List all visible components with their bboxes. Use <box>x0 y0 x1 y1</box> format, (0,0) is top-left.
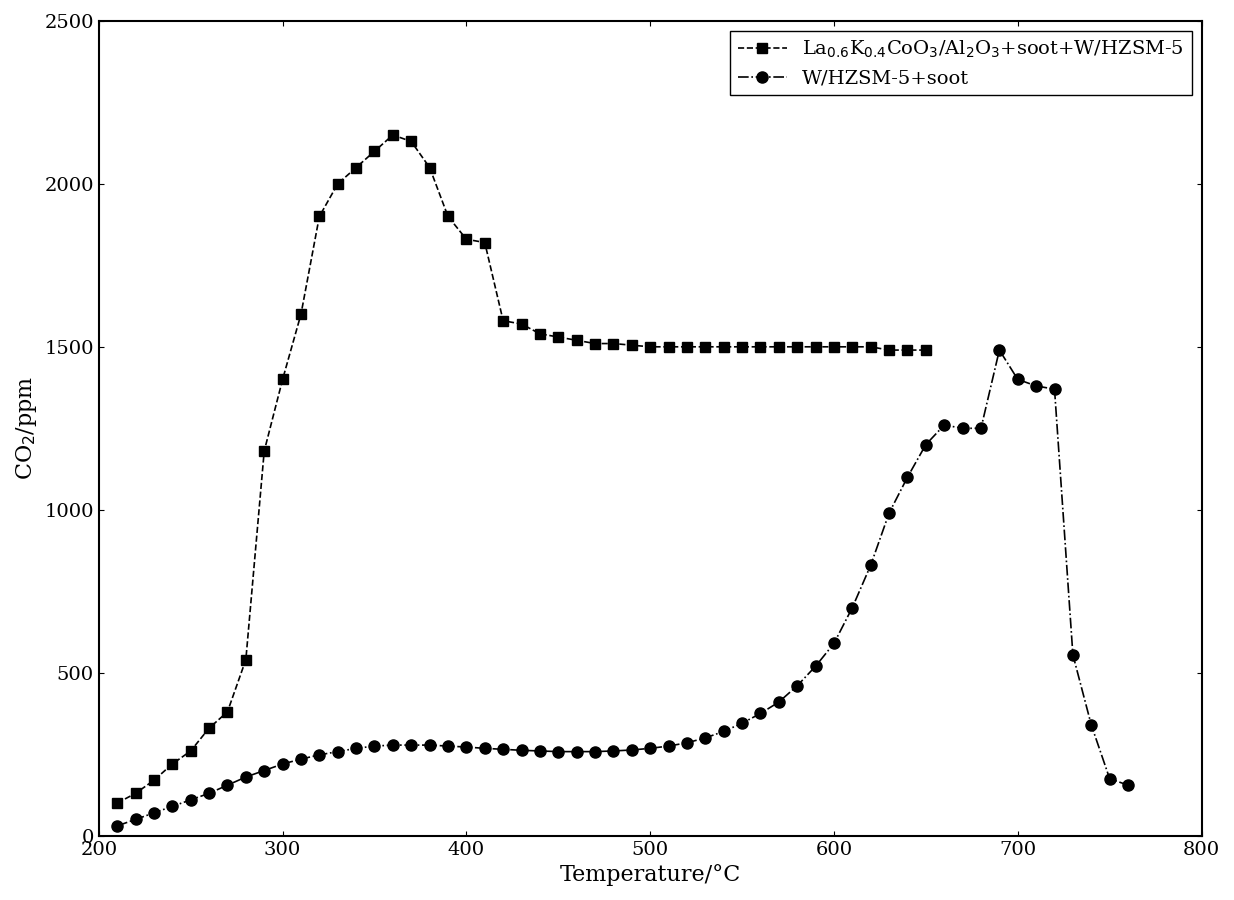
La$_{0.6}$K$_{0.4}$CoO$_3$/Al$_2$O$_3$+soot+W/HZSM-5 <box>422 162 437 173</box>
La$_{0.6}$K$_{0.4}$CoO$_3$/Al$_2$O$_3$+soot+W/HZSM-5 <box>238 654 253 665</box>
La$_{0.6}$K$_{0.4}$CoO$_3$/Al$_2$O$_3$+soot+W/HZSM-5 <box>680 341 695 352</box>
Legend: La$_{0.6}$K$_{0.4}$CoO$_3$/Al$_2$O$_3$+soot+W/HZSM-5, W/HZSM-5+soot: La$_{0.6}$K$_{0.4}$CoO$_3$/Al$_2$O$_3$+s… <box>731 31 1192 95</box>
La$_{0.6}$K$_{0.4}$CoO$_3$/Al$_2$O$_3$+soot+W/HZSM-5 <box>790 341 805 352</box>
W/HZSM-5+soot <box>110 821 125 832</box>
La$_{0.6}$K$_{0.4}$CoO$_3$/Al$_2$O$_3$+soot+W/HZSM-5 <box>827 341 842 352</box>
La$_{0.6}$K$_{0.4}$CoO$_3$/Al$_2$O$_3$+soot+W/HZSM-5 <box>643 341 658 352</box>
La$_{0.6}$K$_{0.4}$CoO$_3$/Al$_2$O$_3$+soot+W/HZSM-5 <box>366 146 381 157</box>
X-axis label: Temperature/°C: Temperature/°C <box>559 864 740 886</box>
La$_{0.6}$K$_{0.4}$CoO$_3$/Al$_2$O$_3$+soot+W/HZSM-5 <box>220 706 234 717</box>
W/HZSM-5+soot <box>680 737 695 748</box>
W/HZSM-5+soot <box>128 814 143 824</box>
La$_{0.6}$K$_{0.4}$CoO$_3$/Al$_2$O$_3$+soot+W/HZSM-5 <box>606 338 621 349</box>
La$_{0.6}$K$_{0.4}$CoO$_3$/Al$_2$O$_3$+soot+W/HZSM-5 <box>734 341 749 352</box>
La$_{0.6}$K$_{0.4}$CoO$_3$/Al$_2$O$_3$+soot+W/HZSM-5 <box>900 345 914 356</box>
La$_{0.6}$K$_{0.4}$CoO$_3$/Al$_2$O$_3$+soot+W/HZSM-5 <box>201 723 216 734</box>
La$_{0.6}$K$_{0.4}$CoO$_3$/Al$_2$O$_3$+soot+W/HZSM-5 <box>165 759 180 769</box>
La$_{0.6}$K$_{0.4}$CoO$_3$/Al$_2$O$_3$+soot+W/HZSM-5 <box>698 341 713 352</box>
La$_{0.6}$K$_{0.4}$CoO$_3$/Al$_2$O$_3$+soot+W/HZSM-5 <box>257 446 271 456</box>
La$_{0.6}$K$_{0.4}$CoO$_3$/Al$_2$O$_3$+soot+W/HZSM-5 <box>147 775 162 786</box>
La$_{0.6}$K$_{0.4}$CoO$_3$/Al$_2$O$_3$+soot+W/HZSM-5 <box>624 340 639 351</box>
La$_{0.6}$K$_{0.4}$CoO$_3$/Al$_2$O$_3$+soot+W/HZSM-5 <box>550 331 565 342</box>
W/HZSM-5+soot <box>992 345 1007 356</box>
La$_{0.6}$K$_{0.4}$CoO$_3$/Al$_2$O$_3$+soot+W/HZSM-5 <box>771 341 786 352</box>
W/HZSM-5+soot <box>734 718 749 729</box>
La$_{0.6}$K$_{0.4}$CoO$_3$/Al$_2$O$_3$+soot+W/HZSM-5 <box>533 328 548 339</box>
Line: W/HZSM-5+soot: W/HZSM-5+soot <box>111 345 1134 832</box>
La$_{0.6}$K$_{0.4}$CoO$_3$/Al$_2$O$_3$+soot+W/HZSM-5 <box>459 234 474 245</box>
La$_{0.6}$K$_{0.4}$CoO$_3$/Al$_2$O$_3$+soot+W/HZSM-5 <box>515 319 529 329</box>
W/HZSM-5+soot <box>478 742 492 753</box>
La$_{0.6}$K$_{0.4}$CoO$_3$/Al$_2$O$_3$+soot+W/HZSM-5 <box>441 211 455 221</box>
La$_{0.6}$K$_{0.4}$CoO$_3$/Al$_2$O$_3$+soot+W/HZSM-5 <box>331 178 346 189</box>
La$_{0.6}$K$_{0.4}$CoO$_3$/Al$_2$O$_3$+soot+W/HZSM-5 <box>385 130 400 140</box>
La$_{0.6}$K$_{0.4}$CoO$_3$/Al$_2$O$_3$+soot+W/HZSM-5 <box>882 345 897 356</box>
La$_{0.6}$K$_{0.4}$CoO$_3$/Al$_2$O$_3$+soot+W/HZSM-5 <box>312 211 327 221</box>
Line: La$_{0.6}$K$_{0.4}$CoO$_3$/Al$_2$O$_3$+soot+W/HZSM-5: La$_{0.6}$K$_{0.4}$CoO$_3$/Al$_2$O$_3$+s… <box>112 130 930 808</box>
La$_{0.6}$K$_{0.4}$CoO$_3$/Al$_2$O$_3$+soot+W/HZSM-5 <box>808 341 823 352</box>
La$_{0.6}$K$_{0.4}$CoO$_3$/Al$_2$O$_3$+soot+W/HZSM-5 <box>864 341 879 352</box>
La$_{0.6}$K$_{0.4}$CoO$_3$/Al$_2$O$_3$+soot+W/HZSM-5 <box>294 309 308 320</box>
W/HZSM-5+soot <box>771 697 786 707</box>
La$_{0.6}$K$_{0.4}$CoO$_3$/Al$_2$O$_3$+soot+W/HZSM-5 <box>753 341 768 352</box>
La$_{0.6}$K$_{0.4}$CoO$_3$/Al$_2$O$_3$+soot+W/HZSM-5 <box>661 341 676 352</box>
La$_{0.6}$K$_{0.4}$CoO$_3$/Al$_2$O$_3$+soot+W/HZSM-5 <box>918 345 933 356</box>
La$_{0.6}$K$_{0.4}$CoO$_3$/Al$_2$O$_3$+soot+W/HZSM-5 <box>404 136 418 147</box>
La$_{0.6}$K$_{0.4}$CoO$_3$/Al$_2$O$_3$+soot+W/HZSM-5 <box>184 745 199 756</box>
La$_{0.6}$K$_{0.4}$CoO$_3$/Al$_2$O$_3$+soot+W/HZSM-5 <box>349 162 364 173</box>
La$_{0.6}$K$_{0.4}$CoO$_3$/Al$_2$O$_3$+soot+W/HZSM-5 <box>275 374 290 385</box>
La$_{0.6}$K$_{0.4}$CoO$_3$/Al$_2$O$_3$+soot+W/HZSM-5 <box>716 341 731 352</box>
La$_{0.6}$K$_{0.4}$CoO$_3$/Al$_2$O$_3$+soot+W/HZSM-5 <box>128 788 143 798</box>
W/HZSM-5+soot <box>882 508 897 518</box>
La$_{0.6}$K$_{0.4}$CoO$_3$/Al$_2$O$_3$+soot+W/HZSM-5 <box>569 335 584 346</box>
La$_{0.6}$K$_{0.4}$CoO$_3$/Al$_2$O$_3$+soot+W/HZSM-5 <box>496 315 511 326</box>
W/HZSM-5+soot <box>1120 779 1135 790</box>
Y-axis label: CO$_2$/ppm: CO$_2$/ppm <box>14 376 39 481</box>
La$_{0.6}$K$_{0.4}$CoO$_3$/Al$_2$O$_3$+soot+W/HZSM-5 <box>478 237 492 248</box>
La$_{0.6}$K$_{0.4}$CoO$_3$/Al$_2$O$_3$+soot+W/HZSM-5 <box>587 338 602 349</box>
La$_{0.6}$K$_{0.4}$CoO$_3$/Al$_2$O$_3$+soot+W/HZSM-5 <box>110 797 125 808</box>
La$_{0.6}$K$_{0.4}$CoO$_3$/Al$_2$O$_3$+soot+W/HZSM-5 <box>845 341 860 352</box>
